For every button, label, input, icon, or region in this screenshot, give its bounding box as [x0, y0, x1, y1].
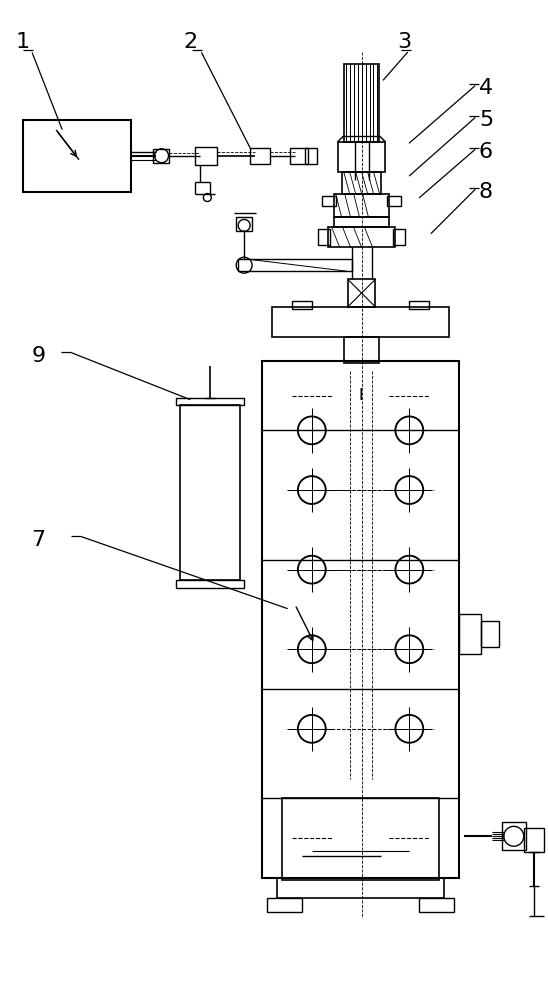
Bar	[305, 148, 317, 164]
Bar	[176, 398, 244, 405]
Bar	[153, 149, 169, 163]
Text: 8: 8	[479, 182, 493, 202]
Bar	[481, 621, 499, 647]
Bar	[338, 142, 385, 172]
Bar	[318, 229, 330, 245]
Bar	[23, 120, 131, 192]
Text: 6: 6	[479, 142, 493, 162]
Bar	[344, 337, 379, 363]
Text: 9: 9	[31, 346, 45, 366]
Bar	[176, 580, 244, 588]
Bar	[344, 64, 379, 142]
Bar	[409, 301, 429, 309]
Bar	[262, 361, 459, 878]
Bar	[347, 279, 375, 307]
Bar	[250, 148, 270, 164]
Bar	[387, 196, 401, 206]
Bar	[393, 229, 406, 245]
Text: 7: 7	[31, 530, 45, 550]
Bar	[341, 172, 381, 194]
Bar	[180, 405, 240, 580]
Text: 3: 3	[397, 32, 412, 52]
Text: 1: 1	[15, 32, 30, 52]
Bar	[290, 148, 308, 164]
Text: 2: 2	[184, 32, 198, 52]
Text: 5: 5	[479, 110, 493, 130]
Bar	[267, 898, 302, 912]
Bar	[459, 614, 481, 654]
Bar	[277, 878, 444, 898]
Bar	[196, 147, 218, 165]
Text: I: I	[358, 388, 363, 403]
Bar	[502, 822, 526, 850]
Bar	[524, 828, 544, 852]
Bar	[272, 307, 449, 337]
Bar	[334, 217, 390, 227]
Text: 4: 4	[479, 78, 493, 98]
Bar	[328, 227, 395, 247]
Bar	[334, 194, 390, 217]
Bar	[322, 196, 336, 206]
Bar	[238, 259, 352, 271]
Bar	[282, 798, 439, 880]
Bar	[419, 898, 454, 912]
Bar	[236, 217, 252, 231]
Bar	[292, 301, 312, 309]
